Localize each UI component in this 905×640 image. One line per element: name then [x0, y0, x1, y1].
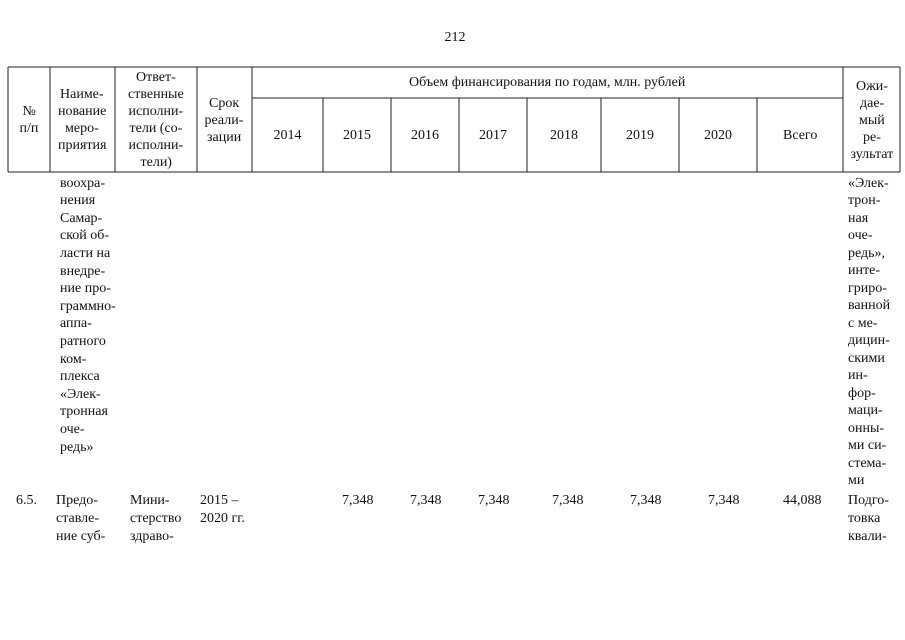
cell-value: 7,348 — [342, 492, 374, 508]
header-cell: № — [22, 104, 36, 119]
cell-text: с ме- — [848, 315, 878, 331]
header-cell: Объем финансирования по годам, млн. рубл… — [409, 74, 686, 90]
header-cell: зультат — [850, 146, 894, 162]
cell-text: оче- — [848, 228, 873, 243]
cell-text: стерство — [130, 510, 182, 526]
header-cell: п/п — [19, 121, 39, 136]
cell-text: дицин- — [848, 333, 890, 348]
cell-text: ставле- — [56, 510, 100, 526]
page-number: 212 — [444, 29, 466, 45]
cell-text: маци- — [848, 403, 883, 418]
cell-text: воохра- — [60, 175, 106, 191]
header-cell: Срок — [209, 95, 240, 111]
cell-text: квали- — [848, 528, 887, 544]
header-cell: ре- — [863, 129, 881, 145]
header-cell: дае- — [860, 95, 885, 111]
cell-value: 7,348 — [478, 492, 510, 508]
cell-text: фор- — [848, 385, 876, 401]
cell-text: «Элек- — [848, 175, 889, 191]
header-cell: исполни- — [128, 138, 184, 153]
cell-text: внедре- — [60, 263, 106, 279]
cell-text: аппа- — [60, 316, 92, 332]
header-cell: реали- — [204, 112, 244, 128]
cell-text: стема- — [848, 455, 887, 471]
header-cell: тели) — [140, 155, 172, 170]
header-cell: мый — [859, 112, 885, 128]
cell-text: ванной — [848, 298, 891, 313]
cell-text: нения — [60, 193, 96, 209]
header-cell: 2017 — [479, 127, 507, 143]
header-cell: 2014 — [273, 127, 302, 143]
cell-text: Самар- — [60, 210, 103, 226]
cell-text: ратного — [60, 333, 106, 349]
header-cell: тели (со- — [129, 121, 183, 136]
header-cell: 2019 — [626, 127, 654, 143]
header-cell: нование — [58, 104, 107, 119]
cell-text: инте- — [848, 263, 880, 278]
cell-text: плекса — [60, 369, 100, 385]
cell-text: ми си- — [848, 438, 887, 453]
cell-text: редь», — [848, 245, 886, 261]
cell-text: ная — [848, 210, 869, 226]
cell-text: редь» — [60, 439, 94, 455]
header-cell: Ответ- — [136, 70, 176, 85]
cell-text: гриро- — [848, 280, 887, 296]
cell-text: тронная — [60, 404, 108, 420]
cell-text: ласти на — [60, 245, 111, 261]
cell-text: онны- — [848, 420, 885, 436]
header-cell: приятия — [58, 138, 107, 153]
header-cell: зации — [207, 129, 242, 145]
cell-text: 2020 гг. — [200, 510, 245, 526]
cell-value: 7,348 — [410, 492, 442, 508]
cell-text: ин- — [848, 368, 868, 383]
cell-text: Мини- — [130, 492, 170, 508]
header-cell: ственные — [128, 87, 184, 102]
header-cell: 2015 — [343, 127, 371, 143]
cell-text: ние суб- — [56, 528, 106, 544]
cell-value: 7,348 — [552, 492, 584, 508]
cell-value: 7,348 — [630, 492, 662, 508]
header-cell: 2020 — [704, 127, 732, 143]
cell-text: Предо- — [56, 492, 98, 508]
cell-text: ми — [848, 473, 865, 488]
cell-text: 2015 – — [200, 492, 239, 508]
header-cell: Наиме- — [60, 87, 104, 102]
row-number: 6.5. — [16, 492, 37, 508]
cell-text: Подго- — [848, 492, 889, 508]
cell-text: ние про- — [60, 281, 111, 297]
header-cell: 2018 — [550, 127, 578, 143]
cell-text: оче- — [60, 421, 85, 437]
header-cell: Всего — [783, 127, 818, 143]
cell-text: ской об- — [60, 228, 110, 244]
cell-text: трон- — [848, 193, 881, 208]
cell-text: здраво- — [130, 528, 174, 544]
header-cell: меро- — [65, 121, 99, 136]
header-cell: 2016 — [411, 127, 439, 143]
header-cell: исполни- — [128, 104, 184, 119]
cell-text: граммно- — [60, 298, 116, 314]
cell-text: скими — [848, 350, 885, 366]
cell-value: 7,348 — [708, 492, 740, 508]
cell-text: товка — [848, 510, 881, 526]
header-cell: Ожи- — [856, 78, 888, 94]
cell-value: 44,088 — [783, 492, 822, 508]
cell-text: ком- — [60, 351, 87, 367]
cell-text: «Элек- — [60, 386, 101, 402]
